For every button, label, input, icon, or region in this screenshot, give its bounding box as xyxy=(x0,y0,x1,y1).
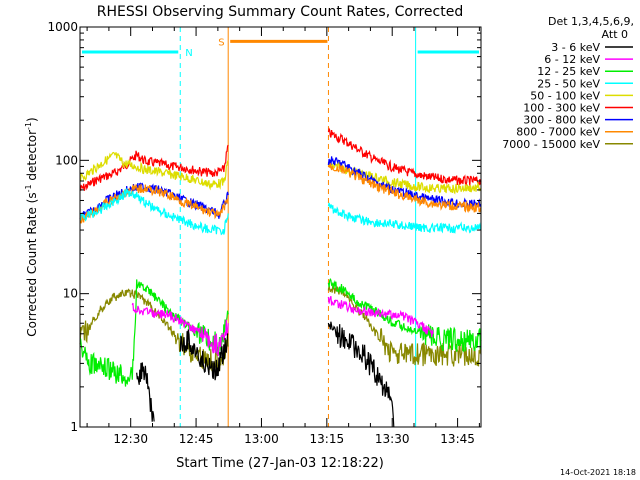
legend-label: 300 - 800 keV xyxy=(523,114,600,127)
series-line xyxy=(327,202,482,234)
legend-label: 7000 - 15000 keV xyxy=(502,138,600,151)
series-line xyxy=(327,127,482,186)
series-line xyxy=(327,321,395,428)
series-6-12-kev xyxy=(131,295,434,357)
y-tick-label: 1 xyxy=(70,420,78,434)
series-line xyxy=(79,183,229,224)
legend-label: 800 - 7000 keV xyxy=(516,126,600,139)
series-line xyxy=(131,302,229,357)
x-tick-label: 12:45 xyxy=(179,432,214,446)
legend-header-detectors: Det 1,3,4,5,6,9, xyxy=(548,15,634,28)
y-axis-label-mid: detector xyxy=(25,130,39,185)
night-label: N xyxy=(185,48,192,59)
legend-label: 25 - 50 keV xyxy=(537,77,600,90)
plot-frame xyxy=(79,26,482,428)
series-25-50-kev xyxy=(79,188,482,236)
legend-label: 50 - 100 keV xyxy=(530,89,600,102)
y-tick-label: 10 xyxy=(63,287,78,301)
legend-label: 6 - 12 keV xyxy=(544,53,600,66)
legend-label: 12 - 25 keV xyxy=(537,65,600,78)
legend-label: 100 - 300 keV xyxy=(523,102,600,115)
x-tick-label: 13:45 xyxy=(440,432,475,446)
series-line xyxy=(327,295,434,338)
x-tick-label: 13:00 xyxy=(244,432,279,446)
y-axis-label-sup1: -1 xyxy=(24,184,33,192)
y-tick-label: 1000 xyxy=(47,20,78,34)
series-line xyxy=(136,362,155,422)
legend-label: 3 - 6 keV xyxy=(551,41,600,54)
y-tick-label: 100 xyxy=(55,153,78,167)
series-line xyxy=(327,163,482,214)
series-12-25-kev xyxy=(79,277,482,387)
footer-timestamp: 14-Oct-2021 18:18 xyxy=(560,468,636,477)
x-tick-label: 12:30 xyxy=(113,432,148,446)
x-tick-label: 13:15 xyxy=(310,432,345,446)
x-axis-label: Start Time (27-Jan-03 12:18:22) xyxy=(176,456,384,471)
y-axis-label-main: Corrected Count Rate (s xyxy=(25,192,39,336)
series-line xyxy=(79,144,229,192)
y-axis-label: Corrected Count Rate (s-1 detector-1) xyxy=(24,117,39,336)
saa-label: S xyxy=(218,37,224,48)
y-axis-label-end: ) xyxy=(25,117,39,122)
series-line xyxy=(179,329,229,381)
series-line xyxy=(79,151,229,191)
series-3-6-kev xyxy=(136,321,395,428)
axes: 1 10 100 1000 12:30 12:45 13:00 13:15 13:30 13:45 xyxy=(47,20,481,446)
series-line xyxy=(79,188,229,236)
series-line xyxy=(327,277,482,353)
series-100-300-kev xyxy=(79,127,482,192)
y-axis-label-sup2: -1 xyxy=(24,122,33,130)
chart-title: RHESSI Observing Summary Count Rates, Co… xyxy=(97,4,463,20)
legend-header-attenuator: Att 0 xyxy=(602,28,628,41)
series-800-7000-kev xyxy=(79,163,482,224)
x-tick-label: 13:30 xyxy=(375,432,410,446)
series-line xyxy=(79,279,229,387)
